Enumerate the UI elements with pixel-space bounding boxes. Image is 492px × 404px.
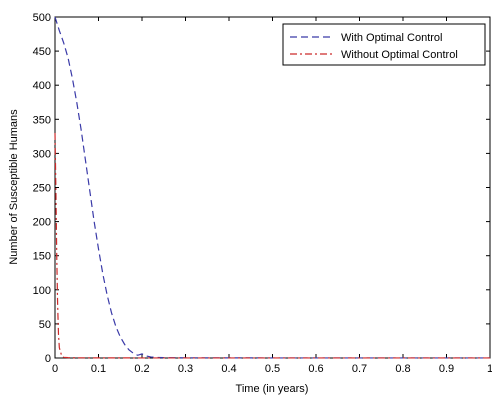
x-tick-label: 1 <box>487 363 492 375</box>
legend-label-1: With Optimal Control <box>341 32 442 44</box>
y-axis-label: Number of Susceptible Humans <box>8 109 20 265</box>
legend: With Optimal Control Without Optimal Cont… <box>282 23 486 66</box>
legend-box <box>282 23 486 66</box>
plot-area <box>54 16 491 359</box>
legend-label-2: Without Optimal Control <box>341 49 458 61</box>
x-tick-label: 0.8 <box>395 363 410 375</box>
x-tick-label: 0.9 <box>439 363 454 375</box>
x-tick-label: 0.3 <box>178 363 193 375</box>
x-tick-label: 0.5 <box>265 363 280 375</box>
y-tick-label: 500 <box>33 12 51 24</box>
y-tick-label: 50 <box>39 319 51 331</box>
y-tick-label: 450 <box>33 46 51 58</box>
y-axis: 0 50 100 150 200 250 300 350 400 450 500 <box>33 12 490 365</box>
y-tick-label: 400 <box>33 80 51 92</box>
x-tick-label: 0.1 <box>91 363 106 375</box>
y-tick-label: 250 <box>33 183 51 195</box>
y-tick-label: 300 <box>33 148 51 160</box>
y-tick-label: 200 <box>33 217 51 229</box>
y-tick-label: 150 <box>33 251 51 263</box>
x-axis-label: Time (in years) <box>236 383 309 395</box>
x-tick-label: 0.2 <box>134 363 149 375</box>
x-tick-label: 0.4 <box>221 363 236 375</box>
x-tick-label: 0.6 <box>308 363 323 375</box>
series-group <box>54 16 490 359</box>
y-tick-label: 100 <box>33 285 51 297</box>
y-tick-label: 0 <box>45 353 51 365</box>
x-tick-label: 0 <box>52 363 58 375</box>
x-tick-label: 0.7 <box>352 363 367 375</box>
series-line-2 <box>54 132 490 359</box>
x-axis: 0 0.1 0.2 0.3 0.4 0.5 0.6 0.7 0.8 0.9 1 <box>52 17 492 375</box>
y-tick-label: 350 <box>33 114 51 126</box>
